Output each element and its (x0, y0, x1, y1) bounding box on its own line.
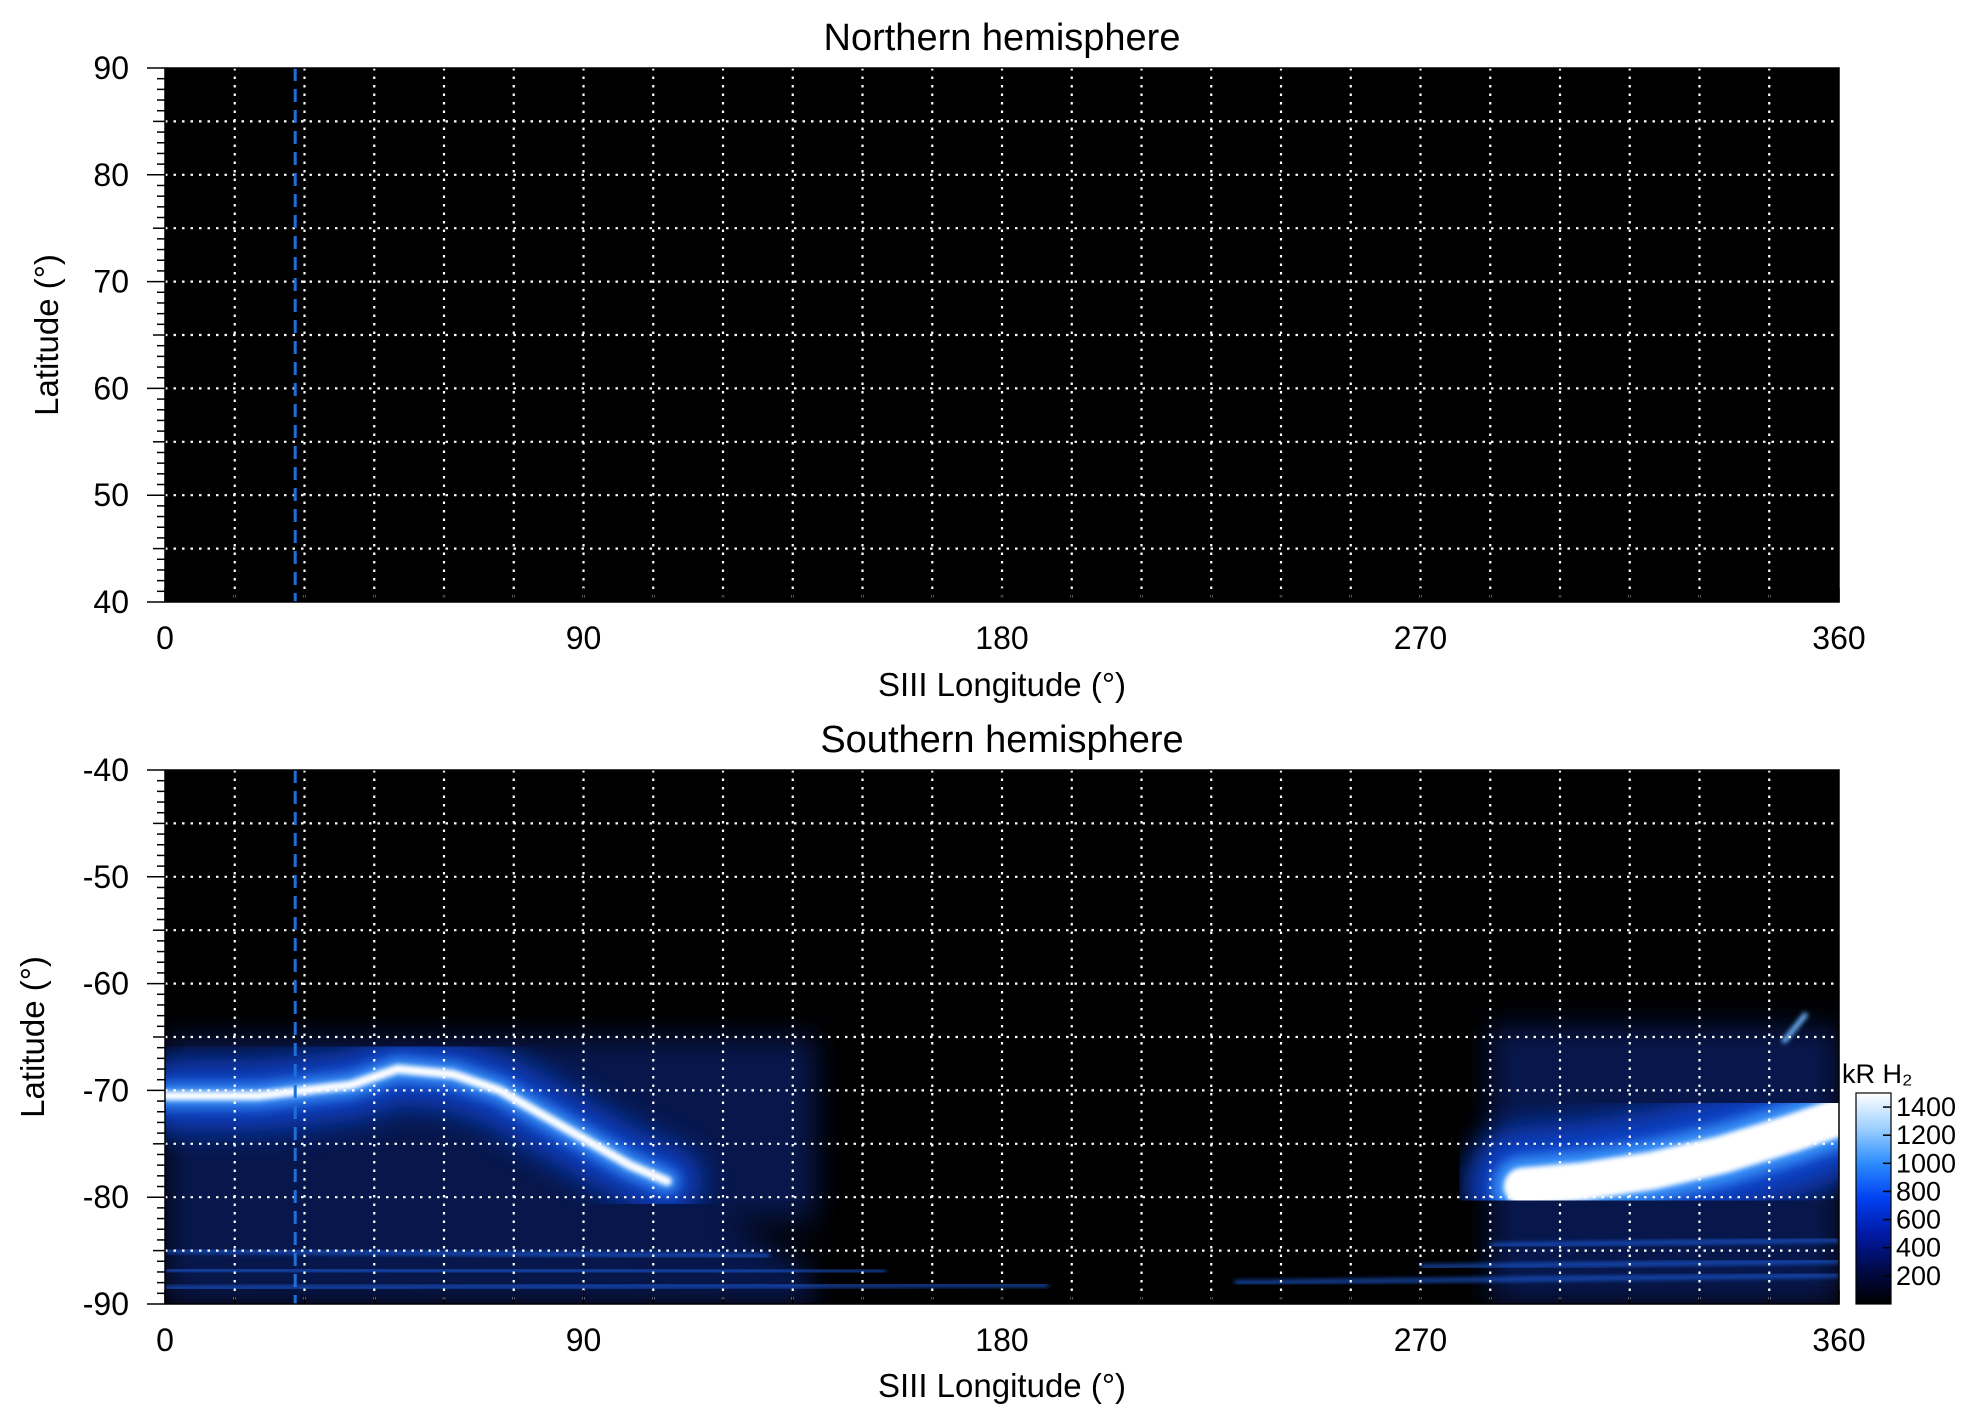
colorbar-tick-label: 800 (1896, 1176, 1941, 1206)
south-x-tick-labels: 0 90 180 270 360 (156, 1322, 1866, 1358)
x-tick-label: 360 (1812, 1322, 1865, 1358)
y-tick-label: 40 (93, 584, 129, 620)
emission-oval-oval-east (1503, 1098, 1839, 1206)
north-y-axis-label: Latitude (°) (28, 254, 65, 416)
y-tick-label: 90 (93, 50, 129, 86)
y-tick-label: -60 (83, 966, 129, 1002)
north-plot-area (165, 68, 1839, 602)
x-tick-label: 90 (566, 1322, 602, 1358)
emission-streak (165, 1267, 886, 1274)
north-title: Northern hemisphere (824, 17, 1181, 59)
y-tick-label: 50 (93, 477, 129, 513)
y-tick-label: -90 (83, 1286, 129, 1322)
south-emission (165, 1011, 1839, 1304)
north-gridlines (165, 68, 1839, 602)
colorbar-tick-label: 600 (1896, 1205, 1941, 1235)
x-tick-label: 0 (156, 1322, 174, 1358)
south-y-axis-label: Latitude (°) (14, 956, 51, 1118)
south-ticks (147, 769, 1840, 1305)
y-tick-label: -50 (83, 859, 129, 895)
y-tick-label: -80 (83, 1179, 129, 1215)
x-tick-label: 90 (566, 620, 602, 656)
south-y-tick-labels: -40 -50 -60 -70 -80 -90 (83, 752, 129, 1322)
north-y-tick-labels: 40 50 60 70 80 90 (93, 50, 129, 620)
x-tick-label: 0 (156, 620, 174, 656)
north-x-axis-label: SIII Longitude (°) (878, 666, 1126, 703)
south-title: Southern hemisphere (820, 719, 1183, 761)
north-panel: Northern hemisphere 0 90 180 270 360 40 50 60 7… (28, 17, 1866, 703)
x-tick-label: 180 (975, 1322, 1028, 1358)
colorbar-label: kR H₂ (1842, 1059, 1912, 1089)
colorbar-tick-label: 1400 (1896, 1092, 1956, 1122)
emission-streak (165, 1282, 1049, 1290)
colorbar-tick-label: 400 (1896, 1233, 1941, 1263)
south-gridlines (165, 770, 1839, 1304)
x-tick-label: 360 (1812, 620, 1865, 656)
y-tick-label: -70 (83, 1072, 129, 1108)
colorbar-gradient (1855, 1092, 1892, 1305)
south-panel: Southern hemisphere 0 90 180 270 360 -40-50-… (14, 719, 1956, 1404)
x-tick-label: 270 (1394, 1322, 1447, 1358)
north-x-tick-labels: 0 90 180 270 360 (156, 620, 1866, 656)
emission-oval-oval-west (165, 1064, 672, 1186)
y-tick-label: -40 (83, 752, 129, 788)
emission-spot (1781, 1011, 1809, 1044)
south-x-axis-label: SIII Longitude (°) (878, 1367, 1126, 1404)
colorbar-tick-label: 1200 (1896, 1120, 1956, 1150)
y-tick-label: 80 (93, 157, 129, 193)
y-tick-label: 70 (93, 264, 129, 300)
colorbar-tick-label: 200 (1896, 1261, 1941, 1291)
north-ticks (147, 67, 1840, 603)
x-tick-label: 270 (1394, 620, 1447, 656)
x-tick-label: 180 (975, 620, 1028, 656)
emission-streak (1234, 1273, 1839, 1285)
emission-streak (165, 1248, 770, 1258)
colorbar-tick-label: 1000 (1896, 1148, 1956, 1178)
y-tick-label: 60 (93, 370, 129, 406)
